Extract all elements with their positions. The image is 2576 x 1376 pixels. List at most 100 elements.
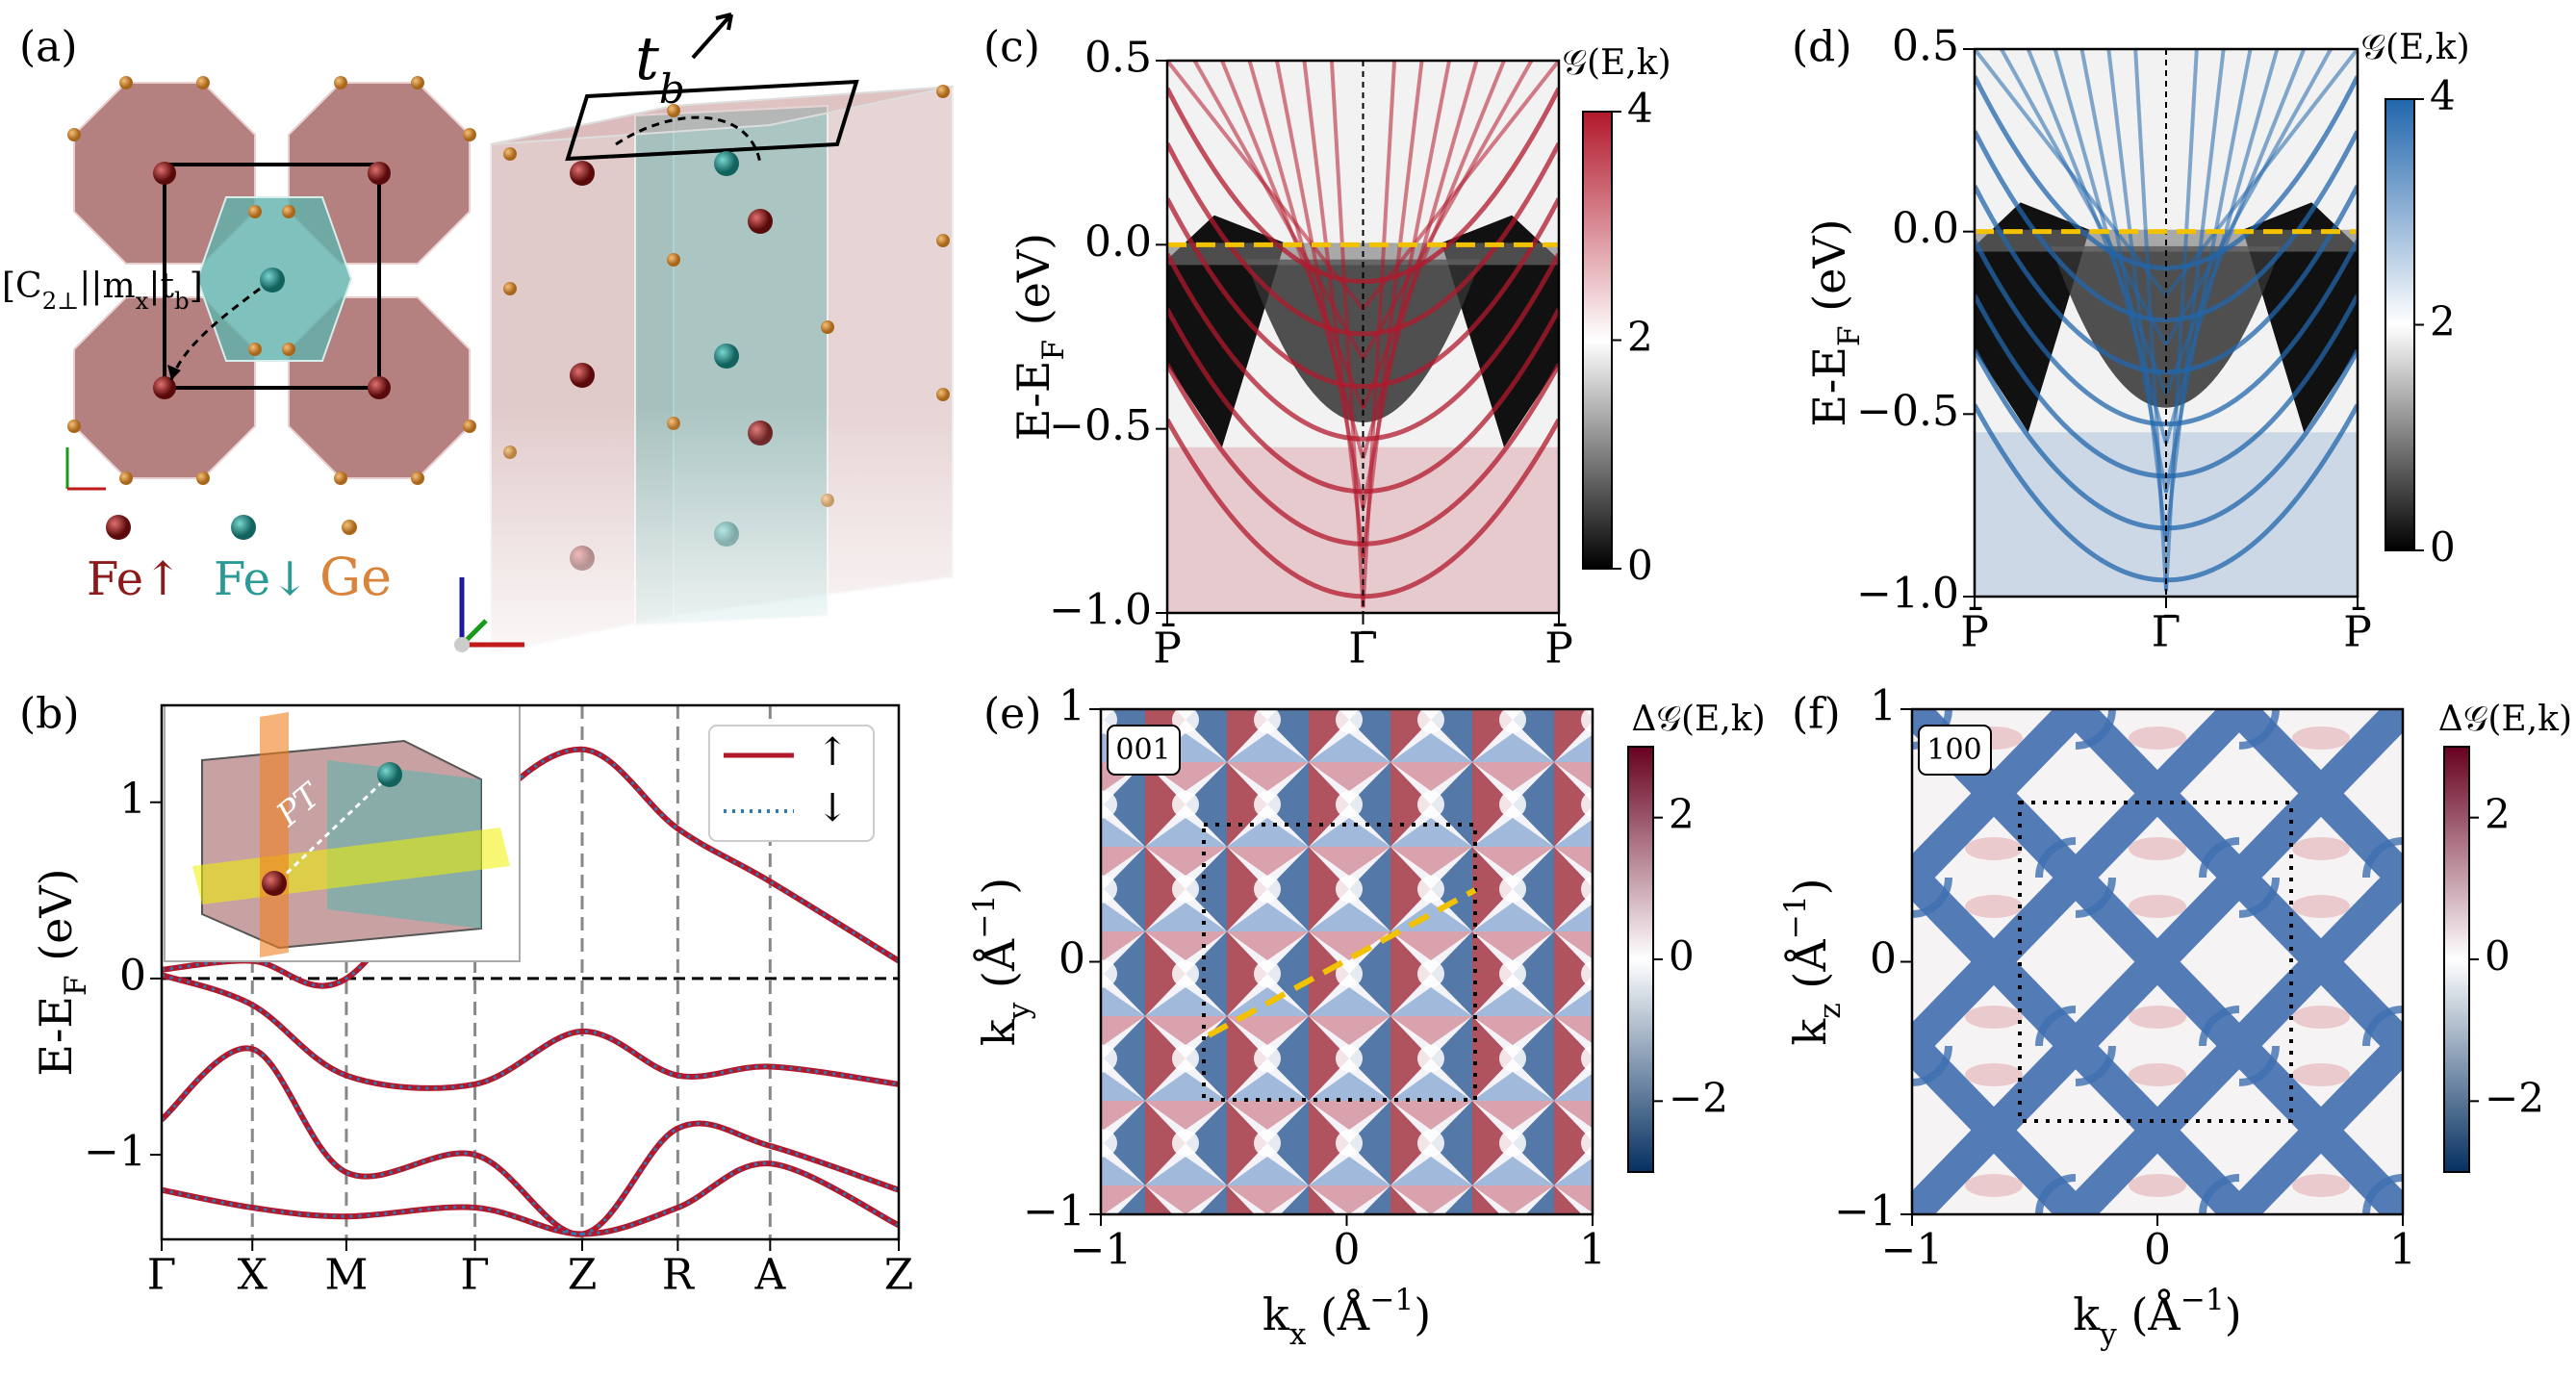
- x-tick-label: Γ̄: [1348, 624, 1378, 674]
- y-tick-label: 0.5: [1084, 34, 1152, 83]
- legend: ↑↓: [708, 725, 875, 842]
- plot-area: [1101, 709, 1593, 1214]
- colorbar-tick-label: 0: [2485, 932, 2511, 980]
- colorbar: [2443, 746, 2470, 1173]
- y-tick-label: 0.0: [1084, 217, 1152, 267]
- colorbar-tick-label: −2: [2485, 1074, 2544, 1121]
- y-axis-label: kz (Å−1): [1778, 878, 1848, 1045]
- y-tick-label: 1: [119, 775, 146, 824]
- x-tick-label: −1: [1070, 1226, 1133, 1275]
- heatmap-image: [1912, 709, 2403, 1214]
- inset: PT: [164, 704, 521, 962]
- cut-line: [1207, 887, 1477, 1038]
- inset-label: 100: [1926, 733, 1981, 767]
- colorbar-tick-label: 0: [1627, 542, 1653, 589]
- heatmap-image: [1361, 61, 1424, 558]
- band-line: [162, 972, 899, 1091]
- legend-swatch: [342, 520, 357, 535]
- heatmap-image: [1329, 61, 1365, 608]
- x-tick-label: Z: [884, 1251, 914, 1300]
- x-tick-label: Γ: [147, 1251, 177, 1300]
- y-tick-label: −1: [1023, 1187, 1085, 1236]
- panel-label: (d): [1792, 23, 1852, 72]
- x-tick-label: M: [324, 1251, 368, 1300]
- colorbar-tick-label: 4: [2430, 72, 2456, 119]
- axes-frame: [1165, 59, 1561, 615]
- band-line: [162, 748, 899, 988]
- x-tick-label: 1: [1579, 1226, 1606, 1275]
- colorbar-tick-label: 0: [1669, 932, 1695, 980]
- x-tick-label: 0: [1334, 1226, 1361, 1275]
- y-tick-label: 1: [1058, 682, 1085, 731]
- colorbar-label: Δ𝒢(E,k): [2438, 700, 2572, 739]
- y-axis-label: E-EF (eV): [1007, 233, 1071, 441]
- panel-label: (c): [983, 23, 1040, 72]
- x-tick-label: P̄: [1153, 622, 1182, 673]
- legend-label: Ge: [319, 547, 392, 607]
- x-tick-label: P̄: [2343, 605, 2372, 656]
- panel-label: (f): [1792, 690, 1841, 739]
- panel-label: (e): [983, 690, 1041, 739]
- legend-label: Fe↑: [87, 552, 182, 606]
- legend-label: Fe↓: [214, 552, 309, 606]
- dotted-box: [1202, 823, 1477, 1102]
- x-tick-label: 1: [2389, 1226, 2416, 1275]
- y-axis-label: ky (Å−1): [967, 878, 1036, 1046]
- axes-frame: [1099, 707, 1594, 1216]
- inset-plane: [260, 712, 289, 957]
- x-tick-label: Γ: [460, 1251, 490, 1300]
- y-tick-label: 0.0: [1892, 204, 1959, 253]
- colorbar-tick-label: 2: [1669, 791, 1695, 838]
- axes-frame: [1910, 707, 2405, 1216]
- band-line: [162, 973, 899, 1090]
- legend-swatch: [231, 515, 256, 540]
- x-tick-label: R: [662, 1251, 696, 1300]
- heatmap-image: [1101, 709, 1593, 1214]
- panel-label: (a): [19, 23, 78, 72]
- translation-label: tb: [635, 23, 685, 113]
- x-tick-label: A: [753, 1251, 786, 1300]
- legend-frame: [708, 725, 875, 842]
- crystal-2d: [65, 76, 476, 491]
- crystal-3d: [454, 13, 962, 674]
- y-tick-label: −1.0: [1856, 570, 1959, 619]
- heatmap-image: [1302, 61, 1365, 558]
- colorbar: [1627, 746, 1654, 1173]
- heatmap-image: [2133, 49, 2168, 592]
- y-tick-label: −0.5: [1049, 401, 1152, 450]
- y-axis-label: E-EF (eV): [1803, 218, 1867, 426]
- y-axis-label: E-EF (eV): [30, 868, 93, 1076]
- plot-area: [1167, 61, 1559, 613]
- atom: [377, 762, 402, 787]
- heatmap-image: [1167, 308, 1559, 494]
- colorbar-tick-label: 2: [1627, 314, 1653, 361]
- inset-arrow: [277, 777, 387, 882]
- colorbar-tick-label: 0: [2430, 523, 2456, 571]
- x-tick-label: Z: [568, 1251, 598, 1300]
- plot-area: [1912, 709, 2403, 1214]
- heatmap-image: [1167, 197, 1559, 389]
- legend-label: ↓: [816, 786, 849, 830]
- x-tick-label: Γ̄: [2152, 608, 2181, 657]
- inset-label-box: [1918, 725, 1992, 776]
- colorbar-label: Δ𝒢(E,k): [1631, 700, 1765, 739]
- dotted-box: [2018, 801, 2293, 1123]
- y-tick-label: 0.5: [1892, 22, 1959, 71]
- y-tick-label: 0: [1870, 934, 1897, 983]
- heatmap-image: [1975, 75, 2358, 270]
- legend-swatch: [106, 515, 131, 540]
- heatmap-image: [1167, 87, 1559, 285]
- x-tick-label: −1: [1881, 1226, 1944, 1275]
- axes-frame: [1973, 47, 2359, 599]
- heatmap-image: [1167, 252, 1559, 442]
- y-tick-label: 0: [1058, 934, 1085, 983]
- heatmap-image: [1167, 141, 1559, 337]
- plot-area: [1975, 49, 2358, 597]
- legend-label: ↑: [816, 730, 849, 775]
- atom: [262, 871, 287, 896]
- band-line: [162, 1046, 899, 1236]
- y-tick-label: −0.5: [1856, 387, 1959, 436]
- x-tick-label: X: [238, 1251, 268, 1300]
- panel-label: (b): [19, 690, 80, 739]
